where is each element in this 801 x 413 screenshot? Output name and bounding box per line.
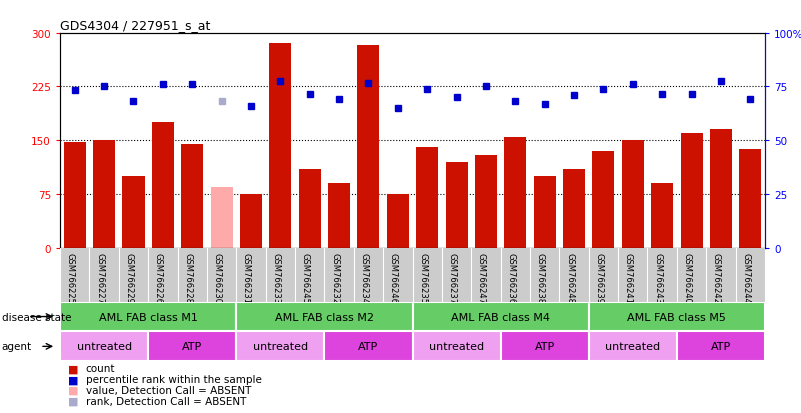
Bar	[710, 130, 732, 248]
Bar	[417, 148, 438, 248]
Text: untreated: untreated	[253, 342, 308, 351]
Bar	[651, 184, 673, 248]
Bar	[60, 332, 148, 361]
Bar	[236, 302, 413, 332]
Text: untreated: untreated	[606, 342, 660, 351]
Bar	[533, 177, 556, 248]
Bar	[681, 134, 702, 248]
Text: ■: ■	[68, 396, 78, 406]
Text: ■: ■	[68, 374, 78, 384]
Bar	[357, 46, 380, 248]
Text: GSM766242: GSM766242	[712, 252, 721, 303]
Text: GSM766248: GSM766248	[565, 252, 574, 304]
Text: GSM766226: GSM766226	[154, 252, 163, 304]
Text: GSM766246: GSM766246	[388, 252, 398, 304]
Text: ATP: ATP	[182, 342, 203, 351]
Text: GSM766231: GSM766231	[242, 252, 251, 304]
Text: AML FAB class M2: AML FAB class M2	[275, 312, 374, 322]
Text: GSM766232: GSM766232	[330, 252, 339, 304]
Bar	[677, 332, 765, 361]
Text: GSM766229: GSM766229	[124, 252, 134, 303]
Text: GSM766240: GSM766240	[682, 252, 691, 303]
Text: AML FAB class M1: AML FAB class M1	[99, 312, 198, 322]
Text: GSM766247: GSM766247	[477, 252, 486, 304]
Text: AML FAB class M4: AML FAB class M4	[451, 312, 550, 322]
Bar	[152, 123, 174, 248]
Bar	[501, 332, 589, 361]
Text: ■: ■	[68, 363, 78, 373]
Bar	[324, 332, 413, 361]
Text: rank, Detection Call = ABSENT: rank, Detection Call = ABSENT	[86, 396, 246, 406]
Bar	[211, 188, 232, 248]
Text: value, Detection Call = ABSENT: value, Detection Call = ABSENT	[86, 385, 251, 395]
Bar	[387, 195, 409, 248]
Text: untreated: untreated	[77, 342, 131, 351]
Text: GSM766237: GSM766237	[448, 252, 457, 304]
Bar	[413, 302, 589, 332]
Bar	[563, 169, 585, 248]
Text: GSM766235: GSM766235	[418, 252, 427, 304]
Bar	[739, 150, 761, 248]
Bar	[445, 162, 468, 248]
Text: GSM766244: GSM766244	[741, 252, 751, 303]
Bar	[622, 141, 644, 248]
Bar	[123, 177, 144, 248]
Text: GSM766230: GSM766230	[212, 252, 222, 304]
Text: GSM766243: GSM766243	[653, 252, 662, 304]
Bar	[299, 169, 320, 248]
Bar	[181, 145, 203, 248]
Text: disease state: disease state	[2, 312, 71, 322]
Text: GSM766233: GSM766233	[272, 252, 280, 304]
Text: GDS4304 / 227951_s_at: GDS4304 / 227951_s_at	[60, 19, 211, 32]
Text: GSM766238: GSM766238	[536, 252, 545, 304]
Bar	[64, 143, 86, 248]
Text: ATP: ATP	[534, 342, 555, 351]
Bar	[589, 332, 677, 361]
Text: GSM766239: GSM766239	[594, 252, 603, 304]
Text: count: count	[86, 363, 115, 373]
Text: percentile rank within the sample: percentile rank within the sample	[86, 374, 262, 384]
Text: GSM766228: GSM766228	[183, 252, 192, 304]
Bar	[413, 332, 501, 361]
Bar	[505, 137, 526, 248]
Bar	[93, 141, 115, 248]
Text: ■: ■	[68, 385, 78, 395]
Bar	[269, 44, 292, 248]
Text: GSM766225: GSM766225	[66, 252, 74, 303]
Text: GSM766227: GSM766227	[95, 252, 104, 304]
Bar	[589, 302, 765, 332]
Text: untreated: untreated	[429, 342, 484, 351]
Bar	[593, 152, 614, 248]
Bar	[475, 155, 497, 248]
Text: GSM766241: GSM766241	[624, 252, 633, 303]
Text: GSM766234: GSM766234	[360, 252, 368, 304]
Bar	[328, 184, 350, 248]
Bar	[148, 332, 236, 361]
Text: ATP: ATP	[358, 342, 379, 351]
Text: GSM766236: GSM766236	[506, 252, 515, 304]
Text: AML FAB class M5: AML FAB class M5	[627, 312, 727, 322]
Bar	[60, 302, 236, 332]
Text: GSM766245: GSM766245	[300, 252, 310, 303]
Bar	[236, 332, 324, 361]
Text: ATP: ATP	[710, 342, 731, 351]
Text: agent: agent	[2, 342, 32, 351]
Bar	[240, 195, 262, 248]
